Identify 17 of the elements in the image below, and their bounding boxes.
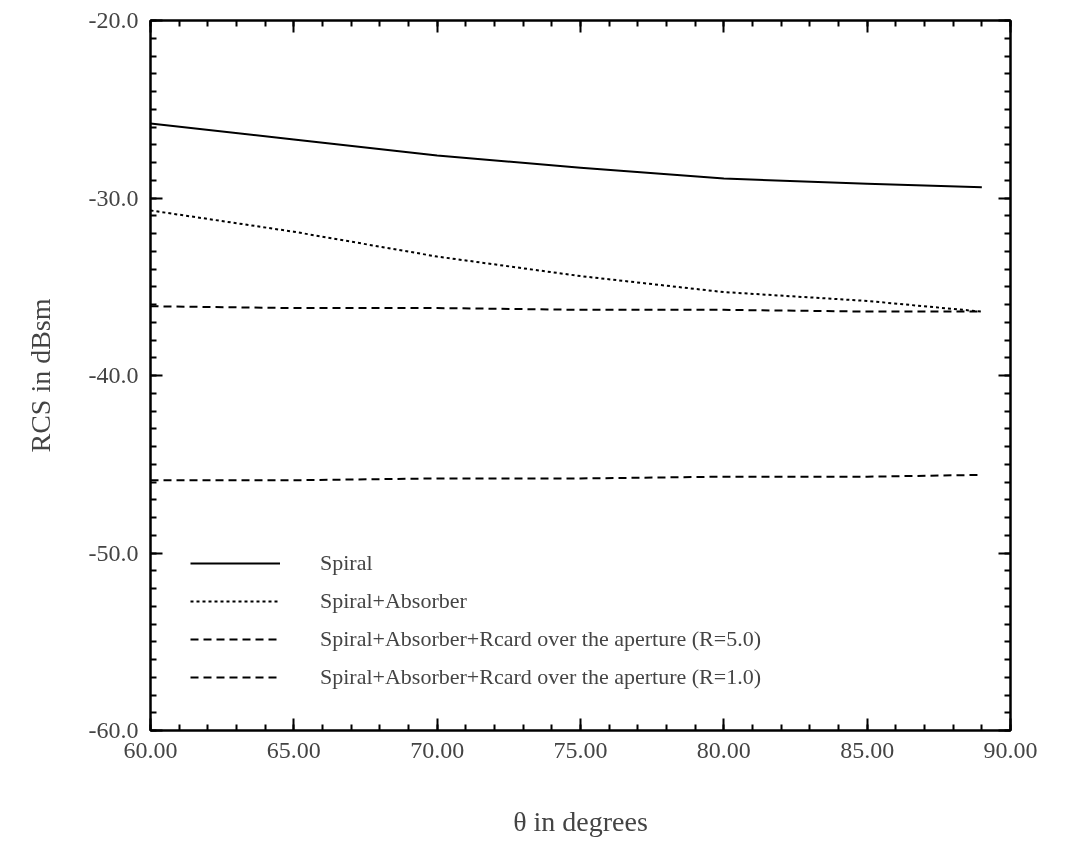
y-tick-label: -20.0	[88, 7, 139, 33]
y-tick-label: -40.0	[88, 362, 139, 388]
y-tick-label: -50.0	[88, 539, 139, 566]
x-tick-label: 80.00	[696, 736, 751, 763]
legend-label: Spiral+Absorber+Rcard over the aperture (R=1.0)	[320, 664, 762, 690]
y-tick-label: -30.0	[88, 184, 139, 211]
x-axis-title: θ in degrees	[513, 805, 648, 837]
x-tick-label: 65.00	[266, 736, 321, 763]
x-tick-label: 90.00	[983, 736, 1038, 763]
legend-label: Spiral	[320, 550, 373, 576]
x-tick-label: 75.00	[553, 736, 608, 763]
y-axis-title: RCS in dBsm	[24, 298, 56, 453]
legend-label: Spiral+Absorber	[320, 588, 467, 614]
x-tick-label: 70.00	[410, 736, 465, 763]
x-tick-label: 85.00	[840, 736, 895, 763]
y-tick-label: -60.0	[88, 717, 139, 743]
legend-label: Spiral+Absorber+Rcard over the aperture (R=5.0)	[320, 626, 762, 652]
